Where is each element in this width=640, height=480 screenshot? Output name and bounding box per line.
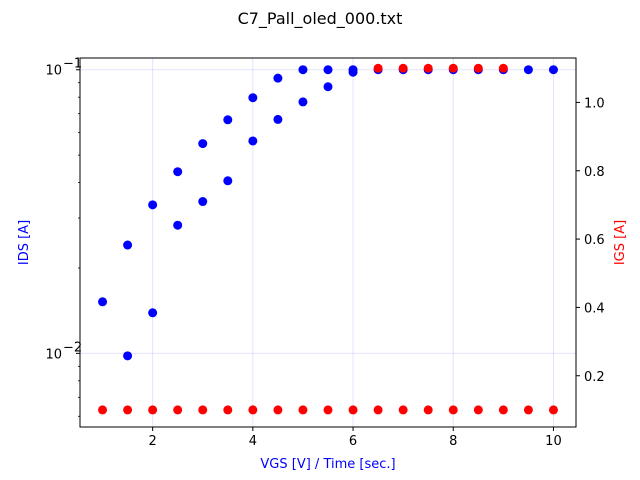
igs-point: [548, 405, 558, 415]
igs-point: [173, 405, 183, 415]
ids-point: [548, 65, 558, 75]
ids-point: [123, 351, 133, 361]
plot-frame: [79, 57, 577, 428]
igs-point: [498, 405, 508, 415]
ids-point: [148, 200, 158, 210]
igs-point: [373, 63, 383, 73]
igs-point: [323, 405, 333, 415]
igs-point: [448, 405, 458, 415]
ids-point: [323, 65, 333, 75]
igs-point: [398, 63, 408, 73]
igs-point: [423, 63, 433, 73]
ids-point: [273, 114, 283, 124]
igs-point: [298, 405, 308, 415]
y-right-tick-label: 1.0: [584, 96, 605, 111]
y-right-tick-label: 0.4: [584, 301, 605, 316]
y-left-tick-exponent: −2: [63, 340, 82, 355]
ids-point: [298, 97, 308, 107]
igs-point: [123, 405, 133, 415]
ids-point: [223, 176, 233, 186]
igs-point: [473, 63, 483, 73]
x-axis-label: VGS [V] / Time [sec.]: [260, 457, 395, 472]
y-left-tick-exponent: −1: [63, 57, 82, 72]
igs-point: [373, 405, 383, 415]
x-tick-label: 10: [545, 434, 562, 449]
x-tick-label: 4: [249, 434, 257, 449]
y-right-tick-label: 0.6: [584, 233, 605, 248]
y-left-tick-label: 10: [45, 347, 62, 362]
igs-point: [273, 405, 283, 415]
ids-point: [298, 65, 308, 75]
data-points: [98, 63, 558, 415]
x-axis: 2 4 6 8 10: [149, 427, 562, 449]
igs-point: [498, 63, 508, 73]
igs-point: [473, 405, 483, 415]
ids-point: [323, 82, 333, 92]
y-right-tick-label: 0.8: [584, 165, 605, 180]
y-axis-left-label: IDS [A]: [17, 220, 32, 265]
igs-point: [398, 405, 408, 415]
x-tick-label: 2: [149, 434, 157, 449]
y-axis-left: 10−210−1: [45, 57, 82, 417]
igs-point: [98, 405, 108, 415]
ids-point: [148, 308, 158, 318]
igs-point: [523, 405, 533, 415]
igs-point: [248, 405, 258, 415]
x-tick-label: 8: [449, 434, 457, 449]
igs-point: [148, 405, 158, 415]
ids-point: [523, 65, 533, 75]
ids-point: [173, 220, 183, 230]
ids-point: [173, 167, 183, 177]
grid: [80, 58, 576, 427]
y-right-tick-label: 0.2: [584, 370, 605, 385]
y-axis-right-label: IGS [A]: [613, 220, 628, 265]
y-axis-right: 0.2 0.4 0.6 0.8 1.0: [576, 96, 605, 385]
ids-point: [348, 67, 358, 77]
igs-point: [423, 405, 433, 415]
ids-point: [223, 115, 233, 125]
igs-point: [348, 405, 358, 415]
chart-title: C7_Pall_oled_000.txt: [238, 9, 403, 29]
ids-point: [98, 297, 108, 307]
ids-point: [248, 93, 258, 103]
ids-point: [273, 73, 283, 83]
igs-point: [448, 63, 458, 73]
ids-point: [123, 240, 133, 250]
ids-point: [198, 139, 208, 149]
y-left-tick-label: 10: [45, 64, 62, 79]
ids-point: [248, 136, 258, 146]
x-tick-label: 6: [349, 434, 357, 449]
ids-point: [198, 197, 208, 207]
igs-point: [198, 405, 208, 415]
igs-point: [223, 405, 233, 415]
